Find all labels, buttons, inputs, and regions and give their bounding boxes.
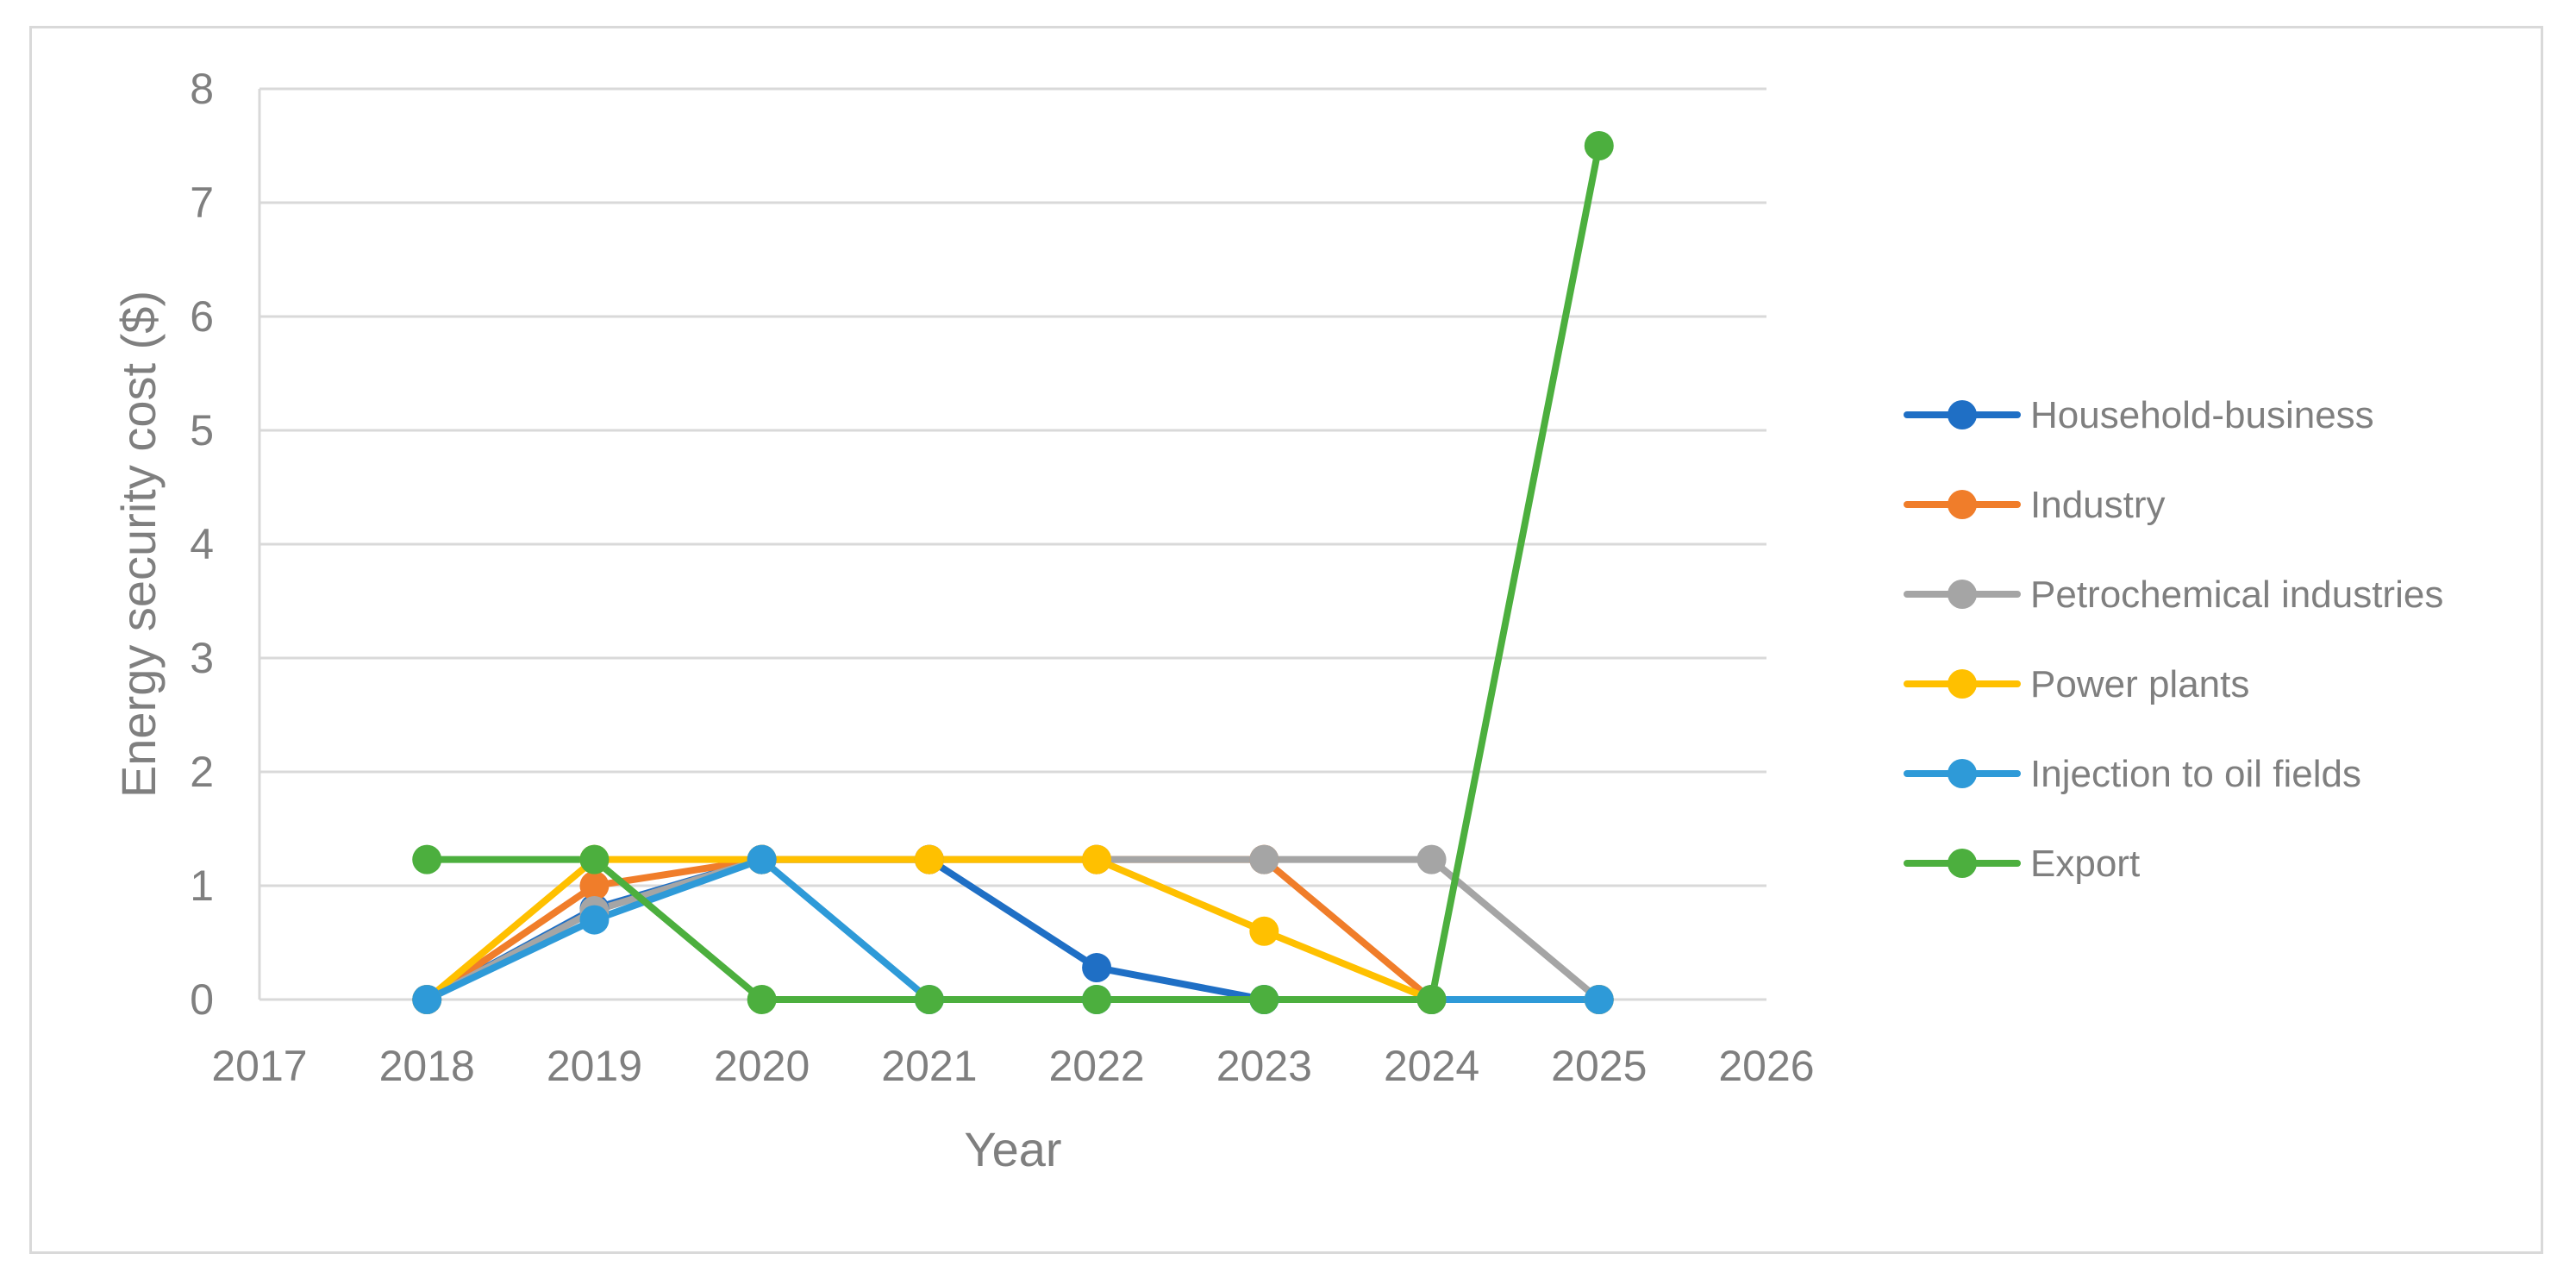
data-point	[412, 985, 442, 1014]
series-line	[423, 856, 1603, 1003]
x-tick-label: 2024	[1384, 1042, 1479, 1090]
x-tick-label: 2021	[881, 1042, 977, 1090]
data-point	[1584, 131, 1614, 160]
legend-entry-label: Export	[2030, 843, 2140, 885]
data-point	[1249, 844, 1279, 874]
legend-swatch-marker	[1948, 490, 1977, 519]
legend-swatch-marker	[1948, 849, 1977, 878]
y-tick-label: 1	[190, 862, 214, 910]
data-point	[747, 985, 777, 1014]
legend-swatch-marker	[1948, 400, 1977, 429]
data-point	[747, 844, 777, 874]
chart-frame	[29, 26, 2543, 1254]
y-tick-label: 8	[190, 65, 214, 113]
data-point	[1249, 985, 1279, 1014]
x-tick-labels: 2017 2018 2019 2020 2021 2022 2023 2024 2025 2026	[211, 1042, 1814, 1090]
data-point	[1082, 953, 1112, 983]
series-line	[423, 142, 1603, 1003]
y-tick-label: 2	[190, 748, 214, 796]
legend: Household-business Industry Petrochemical …	[1904, 394, 2443, 885]
legend-entry-label: Household-business	[2030, 394, 2374, 436]
data-point	[1249, 916, 1279, 946]
x-tick-label: 2019	[547, 1042, 642, 1090]
data-point	[579, 844, 610, 874]
y-tick-label: 5	[190, 406, 214, 454]
legend-entry-label: Injection to oil fields	[2030, 753, 2361, 795]
y-tick-label: 6	[190, 292, 214, 341]
y-tick-label: 0	[190, 975, 214, 1024]
y-tick-label: 7	[190, 179, 214, 227]
data-point	[1584, 985, 1614, 1014]
legend-swatch-marker	[1948, 580, 1977, 609]
data-point	[1416, 844, 1447, 874]
legend-swatch-marker	[1948, 669, 1977, 699]
x-tick-label: 2025	[1551, 1042, 1647, 1090]
y-tick-labels: 0 1 2 3 4 5 6 7 8	[190, 65, 214, 1024]
series-lines	[423, 142, 1603, 1003]
data-point	[1082, 844, 1112, 874]
x-axis-title: Year	[964, 1122, 1061, 1176]
data-point	[579, 905, 610, 935]
legend-entry-label: Industry	[2030, 484, 2166, 526]
data-point	[1082, 985, 1112, 1014]
legend-entry-label: Power plants	[2030, 663, 2249, 705]
legend-swatch-marker	[1948, 759, 1977, 788]
series-markers	[412, 131, 1614, 1014]
y-tick-label: 4	[190, 520, 214, 568]
x-tick-label: 2018	[379, 1042, 475, 1090]
x-tick-label: 2017	[211, 1042, 307, 1090]
data-point	[914, 985, 944, 1014]
y-axis-title: Energy security cost ($)	[111, 291, 166, 798]
data-point	[1416, 985, 1447, 1014]
data-point	[914, 844, 944, 874]
x-tick-label: 2020	[714, 1042, 810, 1090]
x-tick-label: 2023	[1216, 1042, 1312, 1090]
data-point	[412, 844, 442, 874]
x-tick-label: 2022	[1048, 1042, 1144, 1090]
y-tick-label: 3	[190, 634, 214, 682]
data-point	[579, 871, 610, 900]
legend-entry-label: Petrochemical industries	[2030, 574, 2443, 616]
x-tick-label: 2026	[1718, 1042, 1814, 1090]
